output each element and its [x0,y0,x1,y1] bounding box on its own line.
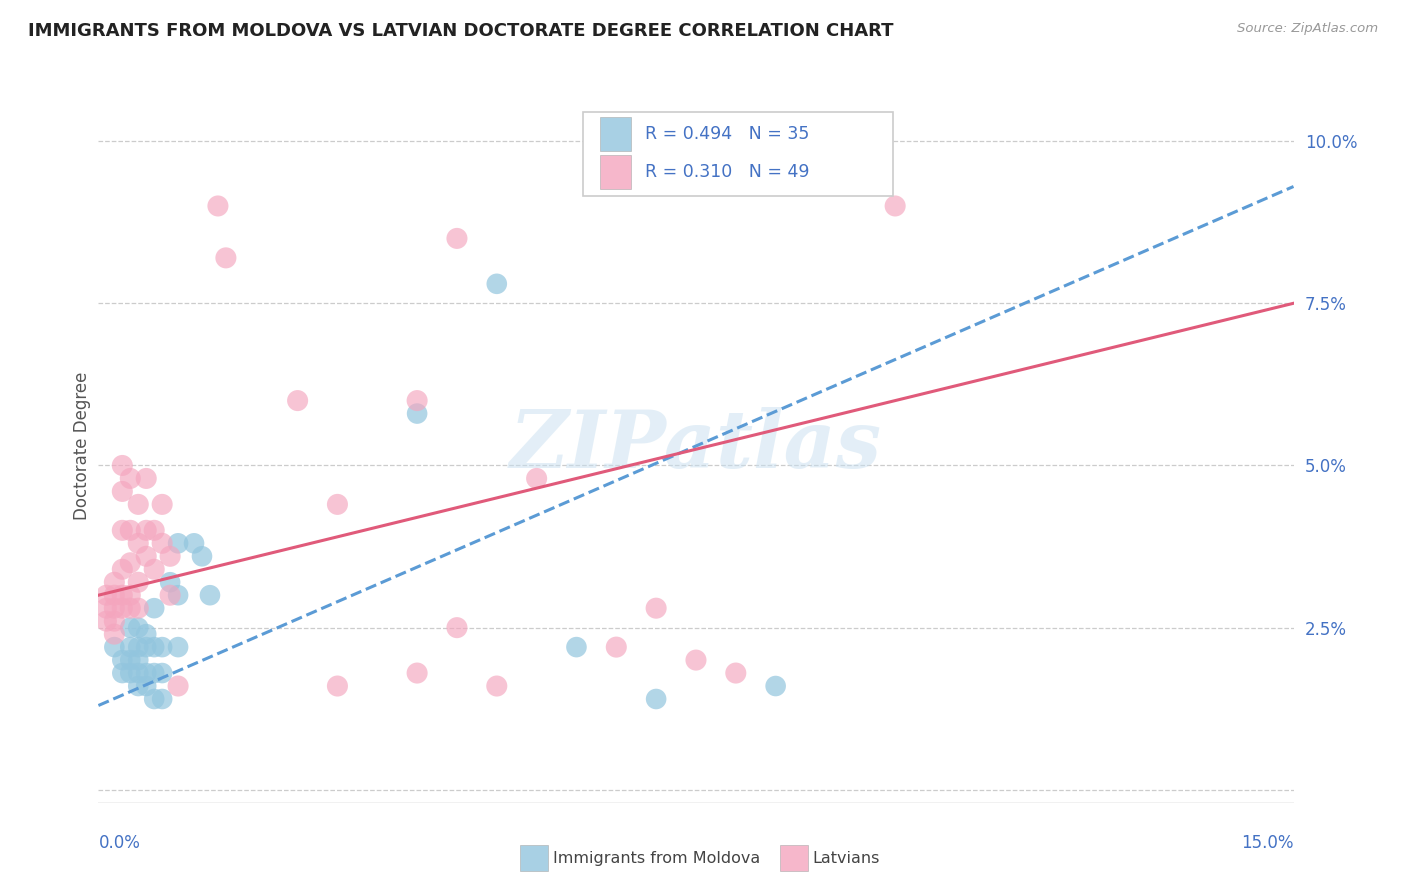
Point [326,679,349,693]
Point [167,640,190,654]
Point [120,556,142,570]
Point [605,640,627,654]
Point [127,575,149,590]
Point [143,640,166,654]
Point [103,640,125,654]
Point [111,562,134,576]
Point [645,692,668,706]
Point [127,536,149,550]
Point [103,614,125,628]
Point [485,277,508,291]
Point [135,640,157,654]
Point [120,666,142,681]
Point [446,231,468,245]
Point [135,471,157,485]
Point [127,653,149,667]
Point [103,575,125,590]
Point [183,536,205,550]
Point [150,536,173,550]
Point [191,549,214,564]
Point [127,621,149,635]
Point [485,679,508,693]
Point [96,614,118,628]
Point [135,549,157,564]
Point [150,497,173,511]
Point [150,640,173,654]
Point [150,666,173,681]
Point [526,471,548,485]
Point [111,666,134,681]
Point [120,621,142,635]
Point [724,666,747,681]
Y-axis label: Doctorate Degree: Doctorate Degree [73,372,91,520]
Text: IMMIGRANTS FROM MOLDOVA VS LATVIAN DOCTORATE DEGREE CORRELATION CHART: IMMIGRANTS FROM MOLDOVA VS LATVIAN DOCTO… [28,22,894,40]
Point [167,588,190,602]
Point [120,640,142,654]
Point [127,601,149,615]
Point [143,601,166,615]
Point [159,588,181,602]
Point [111,588,134,602]
Point [143,692,166,706]
Point [765,679,787,693]
Point [167,536,190,550]
Point [111,458,134,473]
Point [207,199,229,213]
Point [406,393,429,408]
Point [446,621,468,635]
Point [127,666,149,681]
Point [127,679,149,693]
Point [111,484,134,499]
Point [120,524,142,538]
Point [326,497,349,511]
Point [143,666,166,681]
Point [111,524,134,538]
Point [287,393,309,408]
Point [159,575,181,590]
Point [111,653,134,667]
Point [120,653,142,667]
Point [120,471,142,485]
Point [150,692,173,706]
Point [120,601,142,615]
Point [159,549,181,564]
Point [127,497,149,511]
Point [143,524,166,538]
Point [111,601,134,615]
Point [103,588,125,602]
Point [135,524,157,538]
Text: R = 0.494   N = 35: R = 0.494 N = 35 [645,125,810,143]
Point [127,640,149,654]
Point [198,588,221,602]
Point [103,627,125,641]
Text: R = 0.310   N = 49: R = 0.310 N = 49 [645,163,810,181]
Point [96,601,118,615]
Point [406,666,429,681]
Point [135,627,157,641]
Point [143,562,166,576]
Text: Source: ZipAtlas.com: Source: ZipAtlas.com [1237,22,1378,36]
Text: Latvians: Latvians [813,851,880,865]
Text: 0.0%: 0.0% [98,834,141,852]
Text: ZIPatlas: ZIPatlas [510,408,882,484]
Point [645,601,668,615]
Point [120,588,142,602]
Point [685,653,707,667]
Point [135,666,157,681]
Point [406,407,429,421]
Text: 15.0%: 15.0% [1241,834,1294,852]
Text: Immigrants from Moldova: Immigrants from Moldova [553,851,759,865]
Point [96,588,118,602]
Point [103,601,125,615]
Point [884,199,907,213]
Point [135,679,157,693]
Point [215,251,238,265]
Point [167,679,190,693]
Point [565,640,588,654]
